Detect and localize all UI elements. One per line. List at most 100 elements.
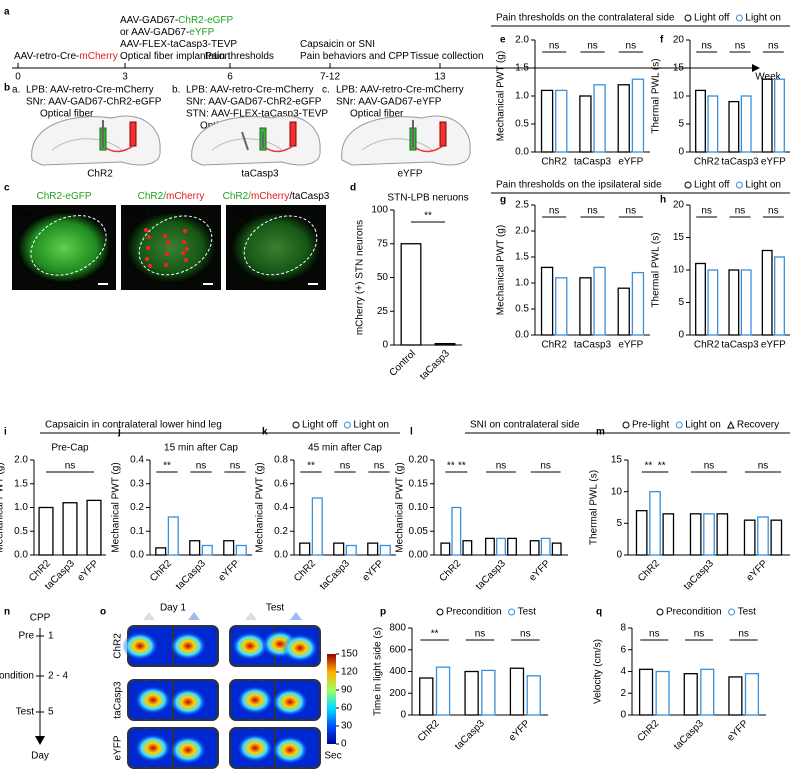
bar bbox=[333, 542, 345, 556]
y-axis-label: Thermal PWL (s) bbox=[651, 232, 662, 307]
side-cue bbox=[188, 612, 200, 620]
x-tick-label: taCasp3 bbox=[174, 558, 208, 592]
occupancy bbox=[135, 686, 171, 714]
y-tick-label: 15 bbox=[611, 455, 623, 466]
sub-tag: a. bbox=[12, 85, 20, 96]
group-label: ChR2 bbox=[87, 169, 113, 180]
sig-label: ns bbox=[704, 461, 715, 472]
sig-label: ns bbox=[230, 461, 241, 472]
legend-label: Light on bbox=[353, 420, 389, 431]
sig-label: ns bbox=[768, 206, 779, 217]
group-label: eYFP bbox=[397, 169, 422, 180]
sig-label: ** bbox=[458, 461, 466, 472]
y-tick-label: 800 bbox=[389, 623, 406, 634]
text-part: mCherry bbox=[79, 51, 117, 62]
timeline-arrow bbox=[752, 64, 760, 72]
bar bbox=[635, 510, 648, 556]
injection-label: LPB: AAV-retro-Cre-mCherry bbox=[186, 85, 314, 96]
panel-letter: k bbox=[262, 427, 268, 438]
bar bbox=[462, 540, 473, 556]
text-part: ChR2-eGFP bbox=[178, 15, 233, 26]
legend-marker bbox=[508, 608, 516, 616]
timeline-event: AAV-retro-Cre-mCherry bbox=[14, 51, 118, 62]
virus-red bbox=[129, 121, 137, 147]
day-axis-label: Day bbox=[31, 751, 49, 762]
bar bbox=[526, 675, 541, 716]
projection bbox=[415, 145, 444, 153]
y-tick-label: 600 bbox=[389, 644, 406, 655]
occupancy bbox=[272, 688, 308, 716]
bar bbox=[700, 668, 715, 716]
occupancy bbox=[170, 632, 206, 660]
panel-letter: i bbox=[4, 427, 7, 438]
injection-label: STN: AAV-FLEX-taCasp3-TEVP bbox=[186, 109, 328, 120]
bar bbox=[345, 544, 357, 556]
timeline-event: AAV-GAD67-ChR2-eGFP bbox=[120, 15, 234, 26]
cell bbox=[144, 228, 148, 232]
legend-label: Light off bbox=[302, 420, 338, 431]
legend-marker bbox=[343, 421, 351, 429]
day-arrow bbox=[35, 736, 45, 745]
sig-label: ns bbox=[735, 41, 746, 52]
occupancy bbox=[170, 736, 206, 764]
row-label: eYFP bbox=[113, 735, 124, 760]
bar bbox=[555, 89, 568, 153]
x-tick-label: eYFP bbox=[761, 157, 786, 168]
bar bbox=[761, 78, 773, 153]
sig-label: ns bbox=[549, 41, 560, 52]
sub-tag: c. bbox=[322, 85, 330, 96]
timeline-event: Optical fiber implantation bbox=[120, 51, 230, 62]
bar bbox=[593, 84, 606, 153]
sig-label: ns bbox=[626, 41, 637, 52]
legend-label: Light off bbox=[694, 180, 730, 191]
bar bbox=[770, 519, 783, 556]
panel-letter: g bbox=[500, 195, 506, 206]
x-tick-label: eYFP bbox=[217, 558, 243, 584]
y-tick-label: 8 bbox=[620, 623, 626, 634]
image-title: ChR2/mCherry/taCasp3 bbox=[223, 191, 330, 202]
colorbar-label: Sec bbox=[324, 751, 341, 762]
legend-marker bbox=[656, 608, 664, 616]
bar bbox=[507, 537, 517, 556]
y-tick-label: 0.0 bbox=[274, 550, 288, 561]
sig-label: ns bbox=[768, 41, 779, 52]
colorbar-tick-label: 120 bbox=[341, 667, 358, 678]
y-tick-label: 20 bbox=[673, 200, 685, 211]
bar bbox=[695, 262, 706, 336]
bar bbox=[223, 540, 235, 556]
y-tick-label: 200 bbox=[389, 688, 406, 699]
brain-outline bbox=[191, 115, 321, 166]
y-tick-label: 1.5 bbox=[515, 63, 529, 74]
x-tick-label: taCasp3 bbox=[721, 157, 759, 168]
text-part: Tissue collection bbox=[410, 51, 484, 62]
text-part: Optical fiber implantation bbox=[120, 51, 230, 62]
y-tick-label: 0.5 bbox=[14, 526, 28, 537]
text-part: mCherry bbox=[251, 191, 289, 202]
bar bbox=[311, 497, 323, 556]
bar bbox=[716, 513, 729, 556]
bar bbox=[529, 540, 540, 556]
cell bbox=[185, 247, 189, 251]
section-header: Capsaicin in contralateral lower hind le… bbox=[45, 420, 222, 431]
bar bbox=[435, 666, 451, 716]
injection-label: SNr: AAV-GAD67-eYFP bbox=[336, 97, 442, 108]
bar bbox=[62, 502, 78, 556]
bar bbox=[419, 677, 434, 716]
y-tick-label: 1.0 bbox=[515, 278, 529, 289]
bar bbox=[703, 513, 715, 556]
cell bbox=[165, 252, 169, 256]
bar bbox=[728, 269, 740, 336]
text-part: or AAV-GAD67- bbox=[120, 27, 189, 38]
stage-day: 1 bbox=[48, 631, 54, 642]
sig-label: ** bbox=[447, 461, 455, 472]
bar bbox=[235, 544, 247, 556]
column-title: Day 1 bbox=[160, 603, 187, 614]
x-tick-label: ChR2 bbox=[635, 718, 661, 744]
bar bbox=[593, 266, 606, 336]
x-tick-label: ChR2 bbox=[292, 558, 318, 584]
side-cue bbox=[290, 612, 302, 620]
sig-label: ns bbox=[520, 629, 531, 640]
cpp-title: CPP bbox=[30, 613, 51, 624]
legend-label: Light off bbox=[694, 13, 730, 24]
bar bbox=[617, 287, 630, 336]
